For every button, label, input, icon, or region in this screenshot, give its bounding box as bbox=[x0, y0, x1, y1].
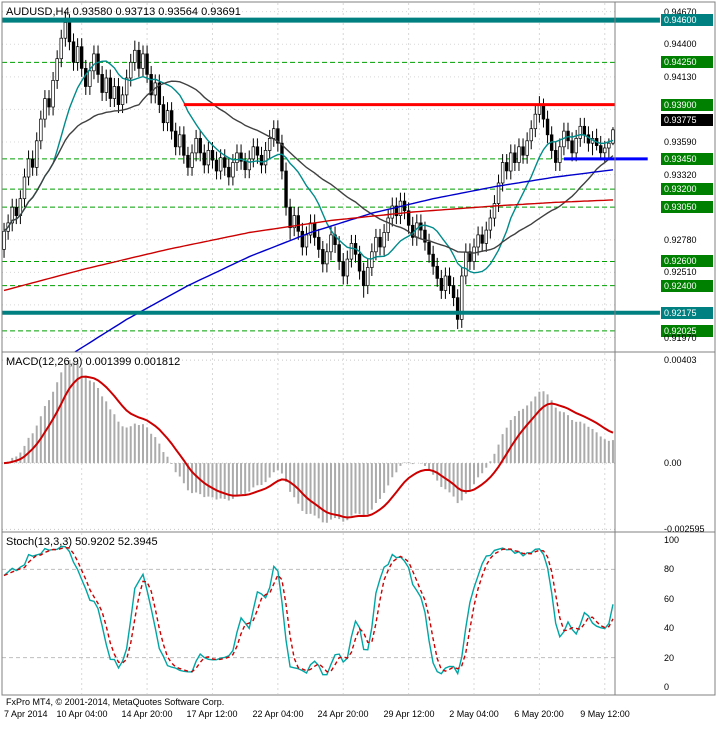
price-label: 0.94130 bbox=[664, 72, 697, 82]
price-label: 0.92600 bbox=[661, 255, 713, 267]
price-label: 0.93900 bbox=[661, 99, 713, 111]
main-chart-title: AUDUSD,H4 0.93580 0.93713 0.93564 0.9369… bbox=[6, 6, 241, 18]
price-label: 0.94670 bbox=[664, 7, 697, 17]
stoch-axis-label: 80 bbox=[664, 564, 675, 574]
macd-axis-label: -0.002595 bbox=[664, 524, 705, 534]
macd-axis-label: 0.00 bbox=[664, 458, 682, 468]
stoch-axis-label: 40 bbox=[664, 623, 675, 633]
date-label: 6 May 20:00 bbox=[514, 709, 564, 719]
price-label: 0.92025 bbox=[661, 325, 713, 337]
price-label: 0.93050 bbox=[661, 201, 713, 213]
date-label: 7 Apr 2014 bbox=[4, 709, 48, 719]
date-label: 17 Apr 12:00 bbox=[186, 709, 238, 719]
price-label: 0.92175 bbox=[661, 307, 713, 319]
price-label: 0.92400 bbox=[661, 280, 713, 292]
price-label: 0.93775 bbox=[661, 114, 713, 126]
price-label: 0.93320 bbox=[664, 170, 697, 180]
price-label: 0.94250 bbox=[661, 56, 713, 68]
date-label: 24 Apr 20:00 bbox=[317, 709, 369, 719]
date-label: 9 May 12:00 bbox=[580, 709, 630, 719]
stoch-axis-label: 0 bbox=[664, 682, 670, 692]
stoch-axis-label: 60 bbox=[664, 594, 675, 604]
time-axis[interactable]: 7 Apr 2014 10 Apr 04:00 14 Apr 20:00 17 Apr… bbox=[0, 709, 717, 725]
price-label: 0.94400 bbox=[664, 39, 697, 49]
date-label: 10 Apr 04:00 bbox=[56, 709, 108, 719]
macd-axis-label: 0.00403 bbox=[664, 355, 697, 365]
date-label: 22 Apr 04:00 bbox=[252, 709, 304, 719]
price-label: 0.92510 bbox=[664, 267, 697, 277]
price-label: 0.93590 bbox=[664, 137, 697, 147]
date-label: 14 Apr 20:00 bbox=[121, 709, 173, 719]
macd-indicator-title: MACD(12,26,9) 0.001399 0.001812 bbox=[6, 356, 181, 368]
price-label: 0.93200 bbox=[661, 183, 713, 195]
price-label: 0.94600 bbox=[661, 14, 713, 26]
price-label: 0.93450 bbox=[661, 153, 713, 165]
date-label: 29 Apr 12:00 bbox=[383, 709, 435, 719]
copyright-text: FxPro MT4, © 2001-2014, MetaQuotes Softw… bbox=[6, 697, 225, 707]
stoch-indicator-title: Stoch(13,3,3) 50.9202 52.3945 bbox=[6, 536, 158, 548]
stoch-axis-label: 100 bbox=[664, 535, 680, 545]
stoch-axis-label: 20 bbox=[664, 653, 675, 663]
price-label: 0.91970 bbox=[664, 333, 697, 343]
price-label: 0.92780 bbox=[664, 235, 697, 245]
date-label: 2 May 04:00 bbox=[449, 709, 499, 719]
